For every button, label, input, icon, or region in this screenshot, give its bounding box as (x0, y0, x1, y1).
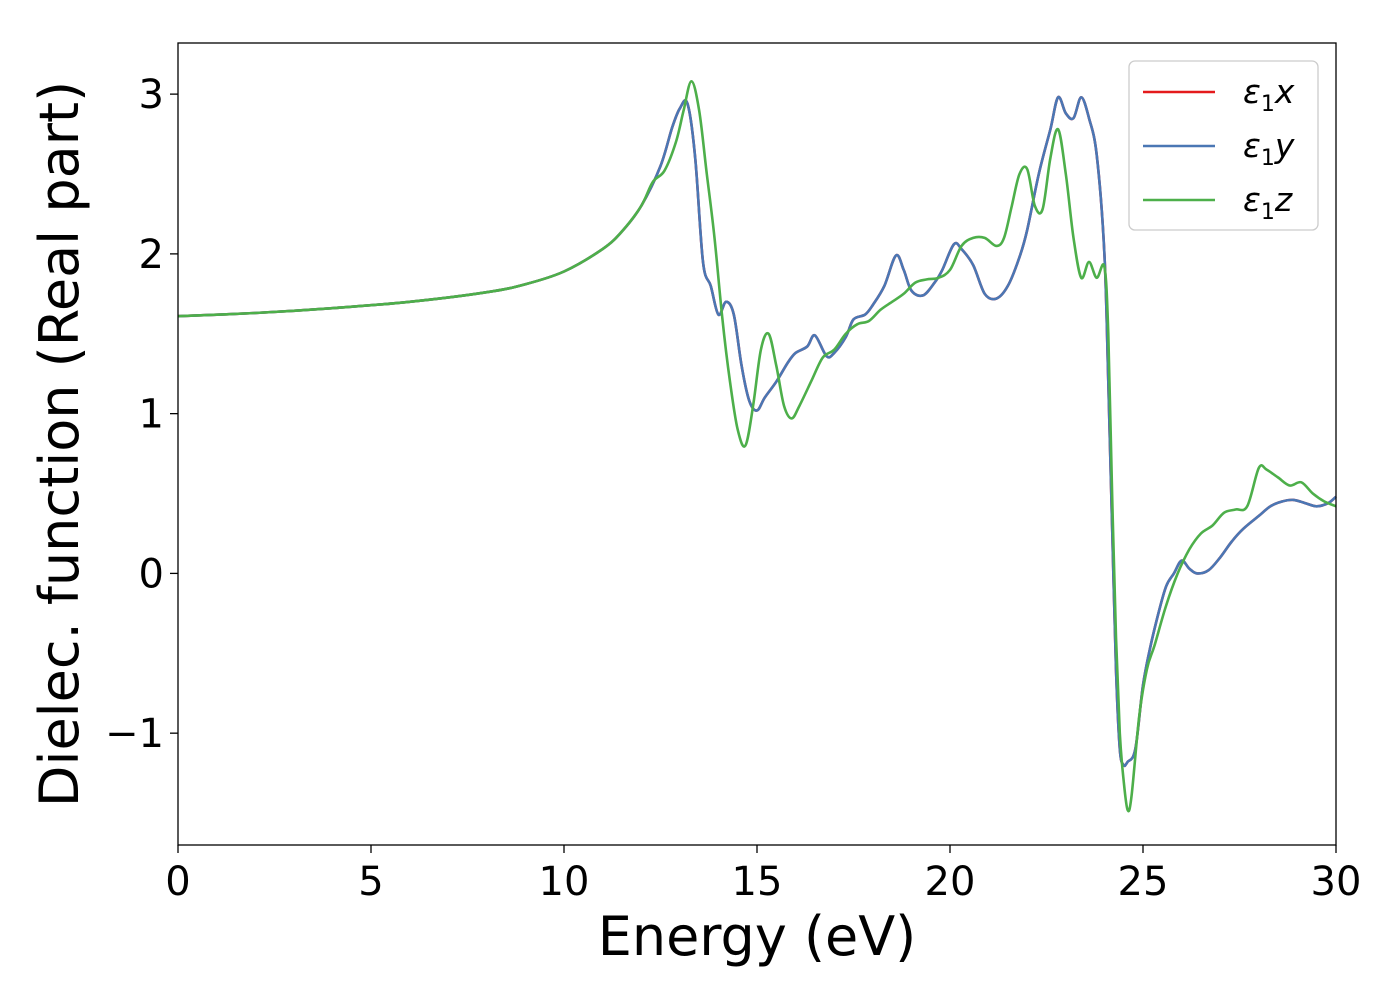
legend-box (1128, 60, 1319, 231)
series-line-ε1z (177, 80, 1337, 813)
series-layer (177, 80, 1337, 813)
y-axis-ticks: −1 0 1 2 3 (105, 72, 178, 757)
x-tick-label: 5 (358, 859, 383, 905)
legend-label: ε1z (1243, 180, 1293, 225)
x-tick-label: 0 (165, 859, 190, 905)
x-tick-label: 25 (1118, 859, 1169, 905)
y-tick-label: −1 (105, 711, 164, 757)
y-axis-label: Dielec. function (Real part) (28, 81, 91, 807)
y-tick-label: 0 (139, 551, 164, 597)
y-tick-label: 3 (139, 72, 164, 118)
legend: ε1x ε1y ε1z (1128, 60, 1319, 231)
y-tick-label: 1 (139, 392, 164, 438)
series-line-ε1y (177, 95, 1337, 768)
x-axis-label: Energy (eV) (598, 905, 917, 968)
x-axis-ticks: 0 5 10 15 20 25 30 (165, 845, 1361, 905)
legend-label: ε1y (1243, 126, 1295, 171)
x-tick-label: 15 (732, 859, 783, 905)
x-tick-label: 30 (1311, 859, 1362, 905)
legend-label: ε1x (1243, 72, 1295, 117)
x-tick-label: 20 (925, 859, 976, 905)
y-tick-label: 2 (139, 232, 164, 278)
x-tick-label: 10 (539, 859, 590, 905)
